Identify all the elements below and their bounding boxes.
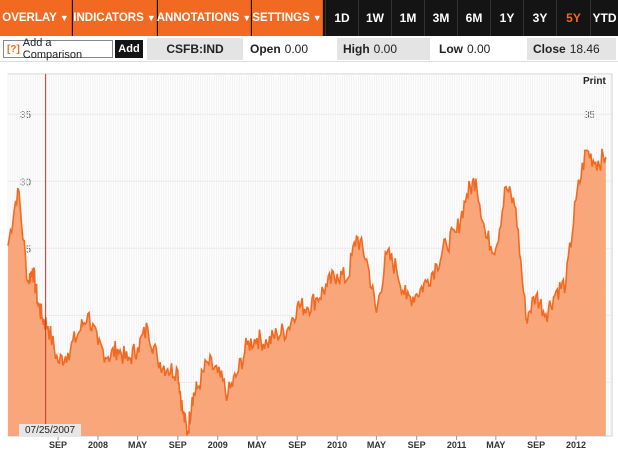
y-tick-label-left: 30: [20, 177, 32, 188]
dropdown-arrow-icon: ▼: [242, 13, 252, 23]
high-value: 0.00: [373, 42, 398, 56]
x-tick-label: SEP: [169, 440, 187, 450]
annotations-menu-label: ANNOTATIONS: [156, 12, 240, 24]
settings-menu[interactable]: SETTINGS ▼: [252, 0, 323, 36]
x-tick-label: 2008: [88, 440, 108, 450]
x-tick-label: 2009: [208, 440, 228, 450]
range-6m-button[interactable]: 6M: [457, 0, 490, 36]
range-1y-button[interactable]: 1Y: [490, 0, 523, 36]
indicators-menu-label: INDICATORS: [73, 12, 144, 24]
x-tick-label: MAY: [486, 440, 505, 450]
add-comparison-input[interactable]: [?] Add a Comparison: [3, 37, 113, 61]
high-label: High: [343, 42, 370, 56]
x-tick-label: SEP: [49, 440, 67, 450]
crosshair-date-label: 07/25/2007: [19, 424, 81, 437]
x-tick-label: MAY: [128, 440, 147, 450]
price-line: [7, 148, 607, 436]
close-value: 18.46: [569, 42, 600, 56]
y-tick-label-left: 35: [20, 110, 32, 121]
x-tick-label: SEP: [408, 440, 426, 450]
low-value: 0.00: [467, 42, 491, 56]
annotations-menu[interactable]: ANNOTATIONS ▼: [156, 0, 252, 36]
x-tick-label: SEP: [527, 440, 545, 450]
dropdown-arrow-icon: ▼: [146, 13, 156, 23]
x-tick-label: 2011: [447, 440, 467, 450]
open-label: Open: [250, 42, 281, 56]
range-ytd-button[interactable]: YTD: [590, 0, 618, 36]
x-tick-label: 2010: [327, 440, 347, 450]
close-label: Close: [533, 42, 566, 56]
open-stat: Open 0.00: [244, 38, 336, 60]
range-1w-button[interactable]: 1W: [358, 0, 391, 36]
x-tick-label: 2012: [566, 440, 586, 450]
low-stat: Low 0.00: [433, 38, 525, 60]
open-value: 0.00: [284, 42, 309, 56]
add-comparison-button[interactable]: Add: [115, 40, 143, 58]
overlay-menu[interactable]: OVERLAY ▼: [0, 0, 72, 36]
range-1m-button[interactable]: 1M: [391, 0, 424, 36]
range-3m-button[interactable]: 3M: [424, 0, 457, 36]
range-3y-button[interactable]: 3Y: [523, 0, 556, 36]
range-1d-button[interactable]: 1D: [325, 0, 358, 36]
x-tick-label: MAY: [367, 440, 386, 450]
print-link[interactable]: Print: [583, 76, 606, 87]
x-tick-label: SEP: [288, 440, 306, 450]
range-5y-button[interactable]: 5Y: [556, 0, 590, 36]
overlay-menu-label: OVERLAY: [2, 12, 57, 24]
price-chart[interactable]: 15152020252530303535SEP2008MAYSEP2009MAY…: [0, 64, 618, 452]
question-icon[interactable]: [?]: [7, 43, 20, 55]
settings-menu-label: SETTINGS: [252, 12, 310, 24]
high-stat: High 0.00: [337, 38, 430, 60]
dropdown-arrow-icon: ▼: [312, 13, 322, 23]
x-tick-label: MAY: [247, 440, 266, 450]
low-label: Low: [439, 42, 463, 56]
dropdown-arrow-icon: ▼: [59, 13, 69, 23]
y-tick-label-left: 25: [20, 244, 32, 255]
add-comparison-placeholder: Add a Comparison: [22, 37, 83, 61]
close-stat: Close 18.46: [527, 38, 616, 60]
indicators-menu[interactable]: INDICATORS ▼: [73, 0, 157, 36]
ticker-symbol: CSFB:IND: [147, 38, 243, 60]
